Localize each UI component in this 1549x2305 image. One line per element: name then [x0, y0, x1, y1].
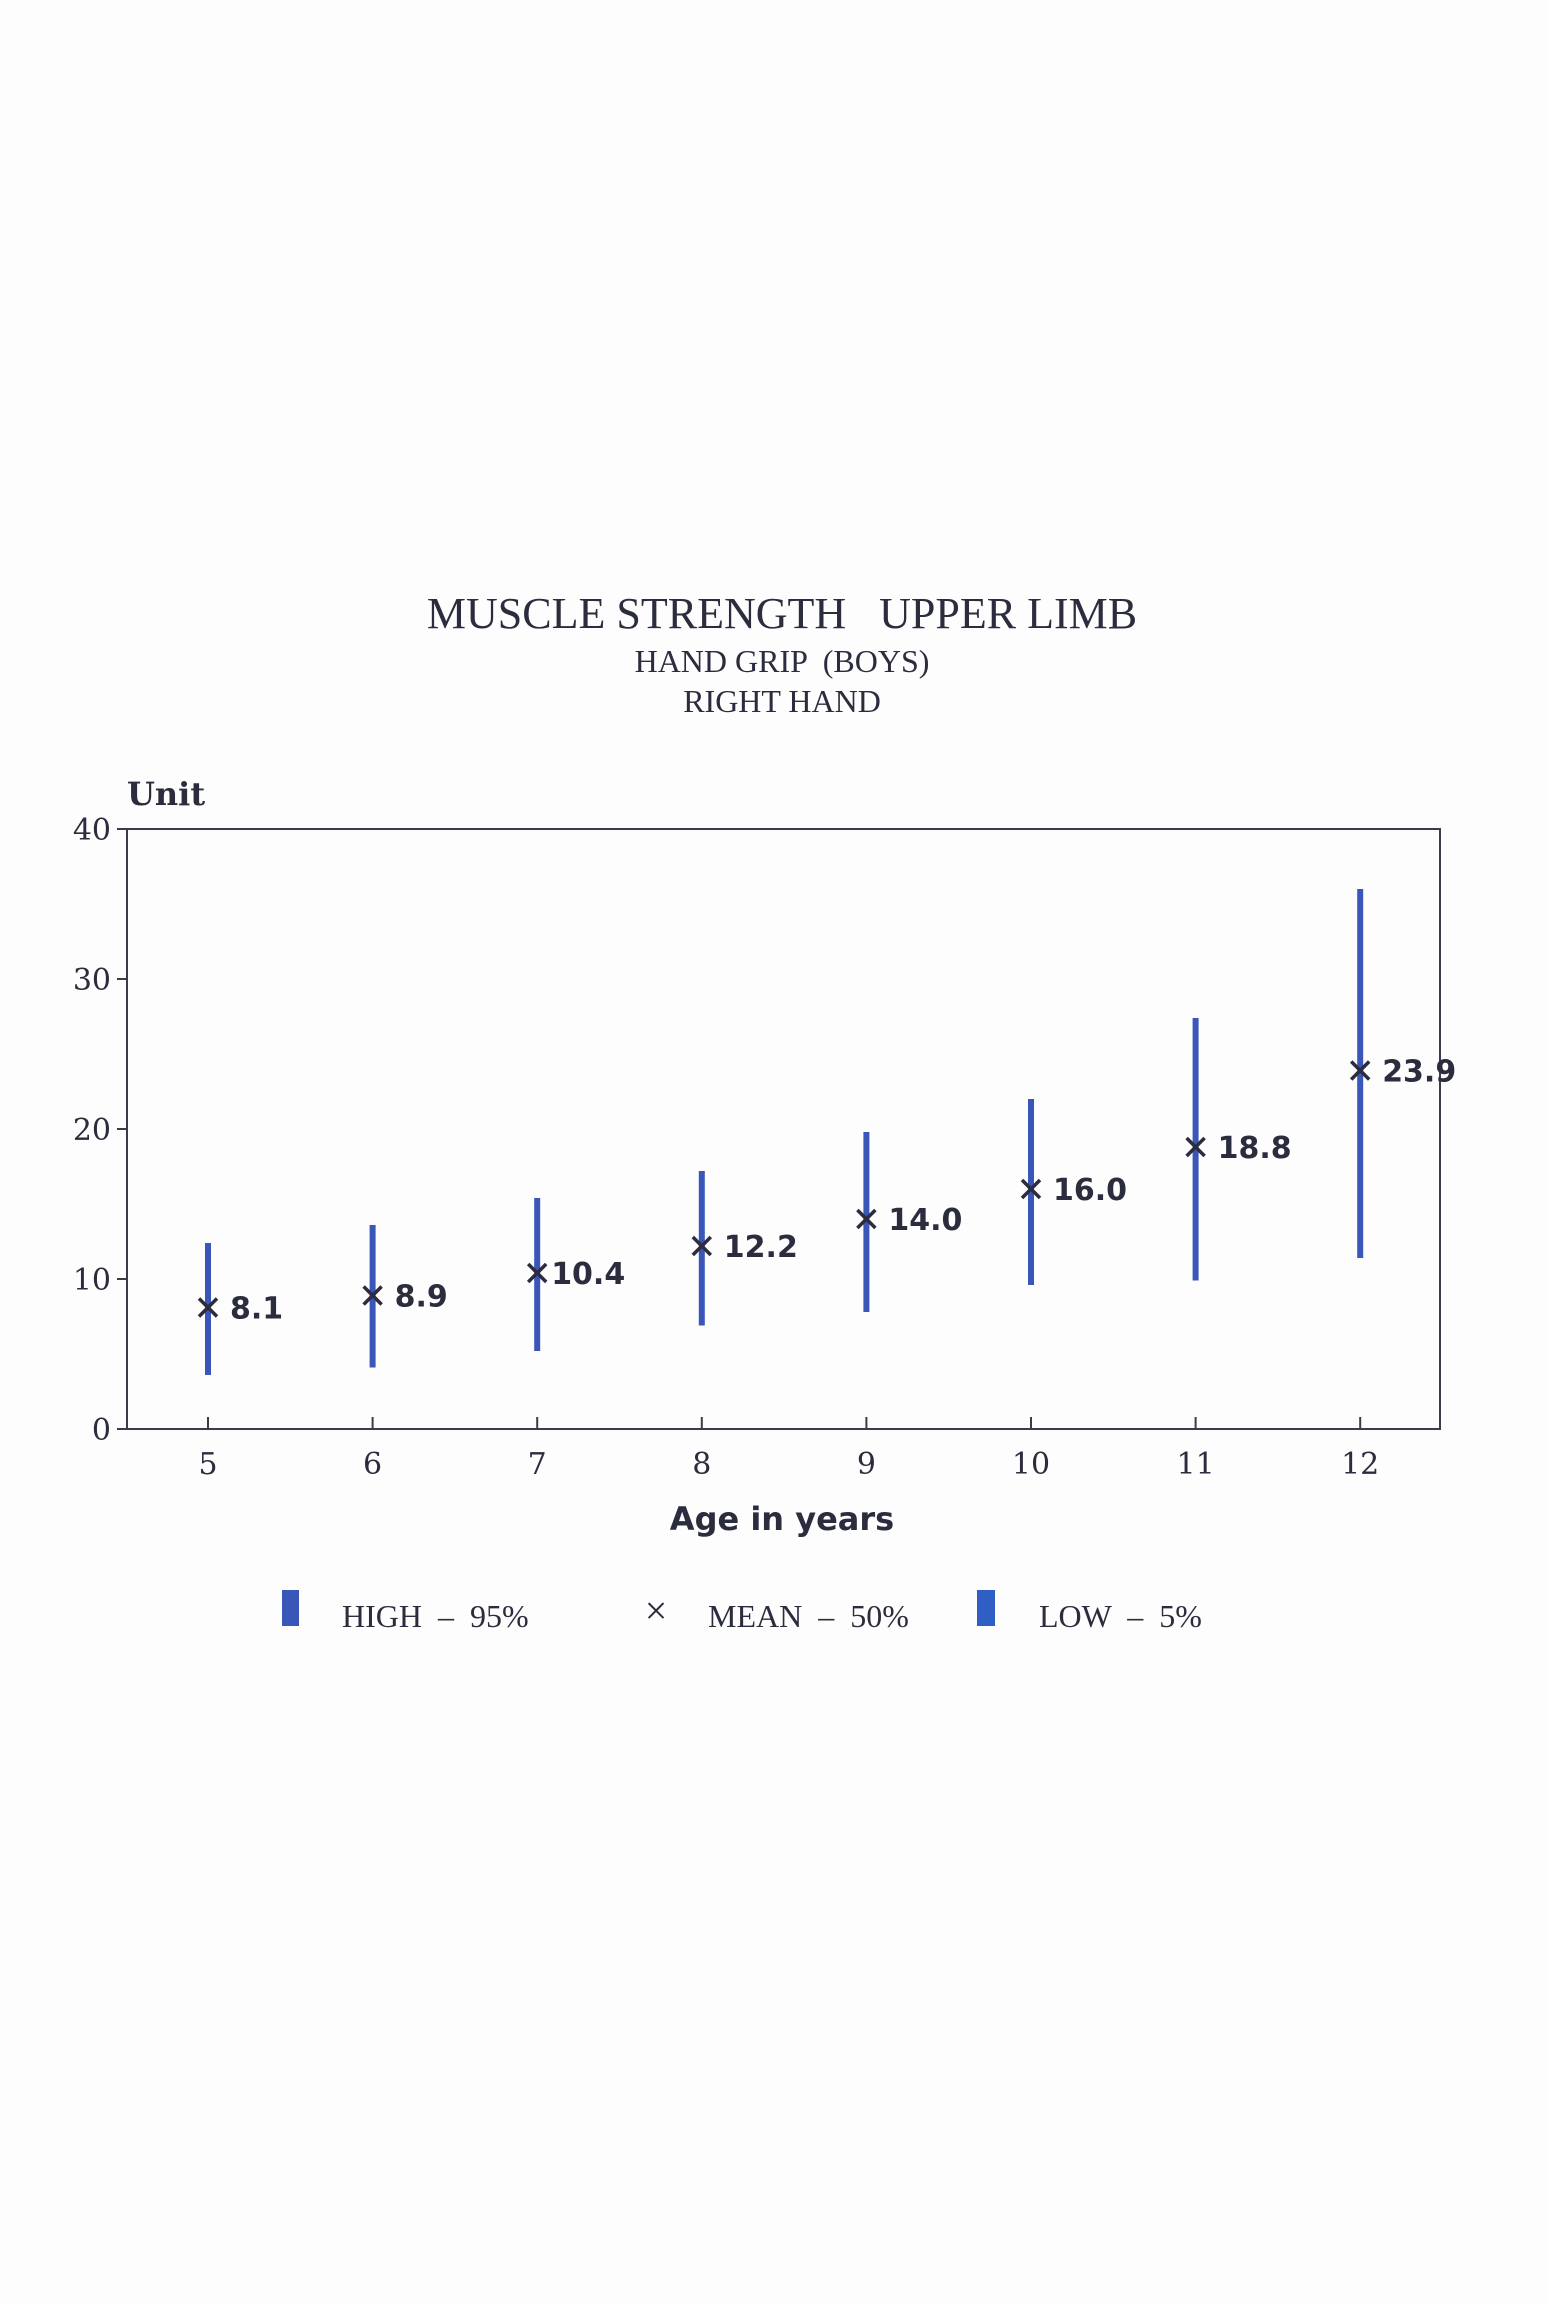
y-axis: 0 10 20 30 40 — [73, 813, 127, 1448]
mean-marker — [1185, 1136, 1206, 1158]
plot-frame — [126, 828, 1441, 1430]
x-tick-label: 6 — [363, 1447, 382, 1482]
legend-low-label: LOW – 5% — [1039, 1598, 1202, 1634]
data-label: 12.2 — [724, 1230, 798, 1265]
y-tick-label: 10 — [73, 1263, 111, 1298]
x-tick-label: 11 — [1177, 1447, 1215, 1482]
data-label: 18.8 — [1218, 1131, 1292, 1166]
x-tick-label: 8 — [692, 1447, 711, 1482]
mean-marker — [856, 1208, 877, 1230]
mean-marker — [1349, 1060, 1371, 1081]
mean-marker — [197, 1297, 219, 1318]
y-axis-label: Unit — [127, 775, 205, 813]
mean-marker — [526, 1262, 548, 1284]
mean-marker — [691, 1235, 713, 1257]
chart-subtitle-2: RIGHT HAND — [683, 683, 881, 719]
y-tick-label: 40 — [73, 813, 111, 848]
y-tick-label: 30 — [73, 963, 111, 998]
y-tick-label: 20 — [73, 1113, 111, 1148]
data-label: 8.1 — [230, 1292, 283, 1327]
chart-subtitle: HAND GRIP (BOYS) — [635, 643, 930, 679]
x-tick-label: 5 — [198, 1447, 217, 1482]
data-label: 14.0 — [888, 1203, 962, 1238]
x-tick-label: 12 — [1341, 1447, 1379, 1482]
mean-markers — [197, 1060, 1371, 1318]
data-label: 16.0 — [1053, 1173, 1127, 1208]
x-tick-label: 10 — [1012, 1447, 1050, 1482]
legend-mean-marker: × — [645, 1588, 668, 1633]
legend-mean-label: MEAN – 50% — [708, 1598, 909, 1634]
data-label: 10.4 — [551, 1257, 625, 1292]
mean-marker — [362, 1285, 383, 1306]
x-tick-label: 7 — [528, 1447, 547, 1482]
chart-title: MUSCLE STRENGTH UPPER LIMB — [427, 589, 1137, 638]
x-axis-label: Age in years — [670, 1500, 894, 1538]
data-label: 8.9 — [395, 1280, 448, 1315]
x-tick-label: 9 — [857, 1447, 876, 1482]
data-labels: 8.1 8.9 10.4 12.2 14.0 16.0 18.8 23.9 — [230, 1055, 1456, 1327]
legend-low-swatch — [977, 1590, 995, 1626]
legend: HIGH – 95% × MEAN – 50% LOW – 5% — [282, 1588, 1202, 1634]
y-tick-label: 0 — [92, 1413, 111, 1448]
x-axis: 5 6 7 8 9 10 11 12 — [198, 1417, 1379, 1482]
mean-marker — [1020, 1178, 1042, 1200]
data-label: 23.9 — [1382, 1055, 1456, 1090]
legend-high-label: HIGH – 95% — [342, 1598, 529, 1634]
legend-high-swatch — [282, 1590, 299, 1626]
